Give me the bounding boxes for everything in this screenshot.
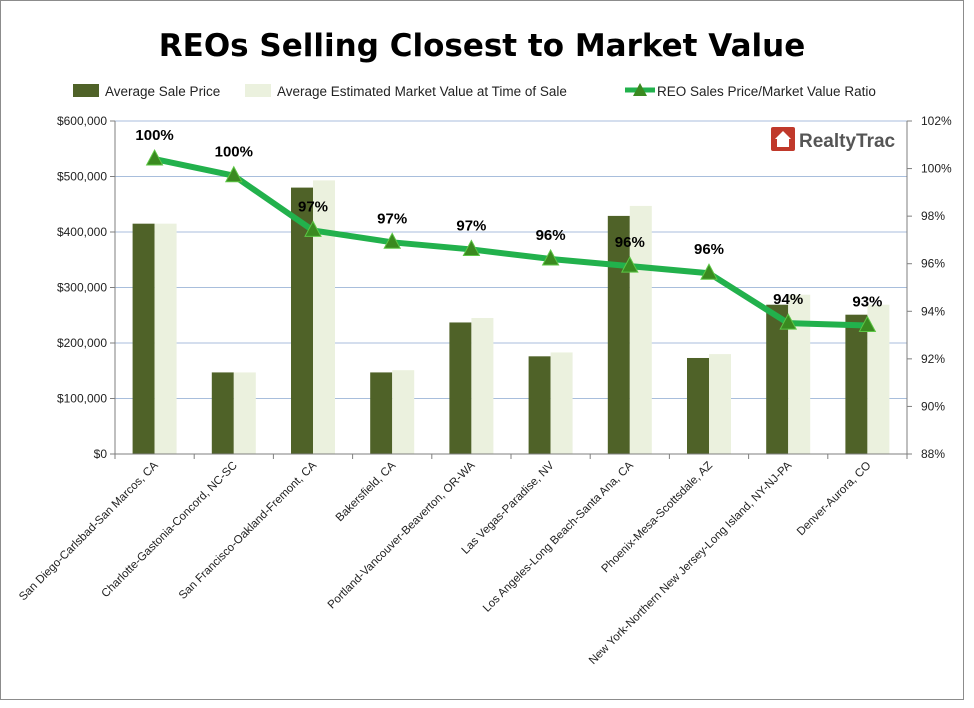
chart-title: REOs Selling Closest to Market Value	[159, 28, 805, 64]
category-label: Denver-Aurora, CO	[795, 460, 874, 539]
ratio-marker	[858, 315, 877, 333]
bar	[313, 180, 335, 454]
bar	[550, 352, 573, 454]
legend-marker-ratio	[633, 83, 647, 96]
y2-tick-label: 98%	[921, 209, 945, 223]
y-tick-label: $100,000	[57, 392, 107, 406]
y-tick-label: $300,000	[57, 281, 107, 295]
chart-svg: REOs Selling Closest to Market Value Ave…	[17, 28, 952, 667]
category-label: Charlotte-Gastonia-Concord, NC-SC	[99, 460, 239, 600]
bar	[867, 304, 890, 454]
ratio-data-labels: 100% 100% 97% 97% 97% 96% 96% 96% 94% 93%	[135, 127, 882, 310]
bars	[132, 180, 890, 454]
ratio-marker	[462, 239, 481, 256]
ratio-data-label: 96%	[536, 227, 566, 244]
bar	[709, 354, 731, 454]
bar	[766, 304, 789, 454]
ratio-data-label: 100%	[135, 127, 173, 144]
category-label: Las Vegas-Paradise, NV	[460, 459, 557, 556]
bar	[528, 356, 551, 454]
bar	[154, 223, 177, 454]
category-label: Los Angeles-Long Beach-Santa Ana, CA	[481, 459, 636, 614]
ratio-data-label: 94%	[773, 291, 803, 308]
y2-tick-label: 100%	[921, 162, 952, 176]
logo-house-shape	[775, 131, 791, 147]
legend-label-sale-price: Average Sale Price	[105, 84, 220, 99]
ratio-marker	[145, 148, 164, 166]
ratio-data-label: 97%	[298, 198, 328, 215]
ratio-marker	[224, 165, 243, 183]
ratio-data-label: 97%	[456, 217, 486, 234]
category-label: Portland-Vancouver-Beaverton, OR-WA	[326, 459, 478, 611]
chart-frame: REOs Selling Closest to Market Value Ave…	[0, 0, 964, 700]
ratio-marker	[700, 263, 718, 280]
ratio-marker	[620, 256, 639, 273]
bar	[132, 223, 155, 454]
y2-tick-label: 90%	[921, 399, 945, 413]
category-label: San Francisco-Oakland-Fremont, CA	[177, 459, 319, 601]
bar	[607, 215, 630, 454]
legend: Average Sale Price Average Estimated Mar…	[73, 83, 876, 99]
bar	[788, 294, 811, 454]
bar	[471, 318, 494, 454]
category-labels: San Diego-Carlsbad-San Marcos, CACharlot…	[17, 459, 873, 667]
y-tick-label: $0	[94, 447, 108, 461]
legend-label-market-value: Average Estimated Market Value at Time o…	[277, 84, 567, 99]
ratio-marker	[304, 220, 322, 237]
ratio-data-label: 96%	[694, 241, 724, 258]
y2-tick-label: 96%	[921, 257, 945, 271]
bar	[233, 372, 256, 454]
y-axis-ticks: $0 $100,000 $200,000 $300,000 $400,000 $500,0…	[57, 114, 115, 461]
y2-axis-ticks: 88% 90% 92% 94% 96% 98% 100% 102%	[907, 114, 952, 461]
y-tick-label: $400,000	[57, 225, 107, 239]
bar	[845, 314, 868, 454]
bar	[392, 370, 415, 454]
ratio-data-label: 100%	[215, 144, 253, 161]
ratio-marker	[779, 313, 798, 330]
y2-tick-label: 102%	[921, 114, 952, 128]
y-tick-label: $600,000	[57, 114, 107, 128]
realtytrac-logo: RealtyTrac	[771, 127, 896, 152]
ratio-data-label: 93%	[852, 294, 882, 311]
ratio-marker	[383, 232, 402, 249]
legend-label-ratio: REO Sales Price/Market Value Ratio	[657, 84, 876, 99]
y-tick-label: $200,000	[57, 336, 107, 350]
legend-swatch-market-value	[245, 84, 271, 97]
ratio-series-line	[151, 156, 871, 329]
bar	[687, 357, 709, 454]
logo-text: RealtyTrac	[799, 131, 896, 152]
y2-tick-label: 88%	[921, 447, 945, 461]
ratio-marker	[541, 248, 560, 266]
y2-tick-label: 92%	[921, 352, 945, 366]
legend-swatch-sale-price	[73, 84, 99, 97]
ratio-data-label: 97%	[377, 210, 407, 227]
ratio-line	[145, 148, 877, 333]
category-label: Bakersfield, CA	[334, 459, 399, 524]
bar	[211, 372, 234, 454]
bar	[449, 322, 472, 454]
bar	[370, 372, 393, 454]
ratio-data-label: 96%	[615, 234, 645, 251]
category-label: San Diego-Carlsbad-San Marcos, CA	[17, 459, 161, 603]
y2-tick-label: 94%	[921, 304, 945, 318]
y-tick-label: $500,000	[57, 170, 107, 184]
bar	[291, 187, 313, 454]
